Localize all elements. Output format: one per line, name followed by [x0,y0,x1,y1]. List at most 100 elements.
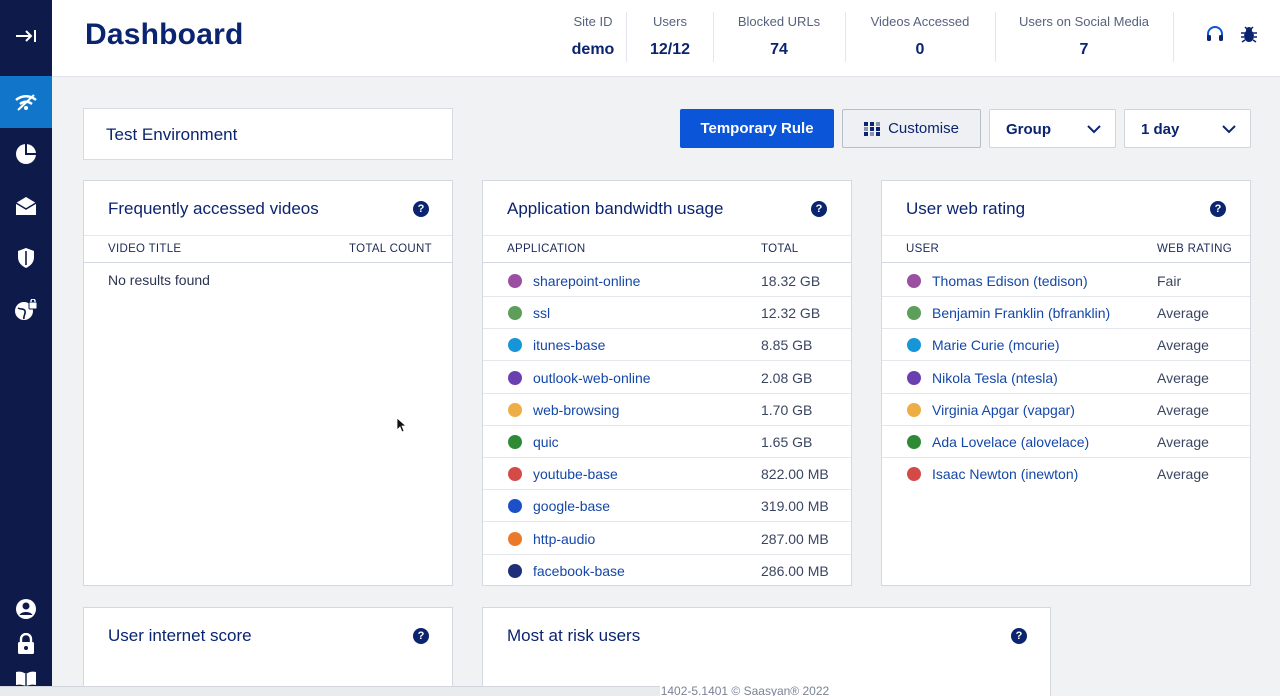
temporary-rule-button[interactable]: Temporary Rule [680,109,834,148]
application-row-name[interactable]: quic [533,434,559,450]
sidebar-collapse-button[interactable] [0,10,52,62]
grid-icon [864,121,881,136]
application-row[interactable]: youtube-base 822.00 MB [483,458,851,491]
application-row-name[interactable]: sharepoint-online [533,273,641,289]
application-row[interactable]: web-browsing 1.70 GB [483,394,851,426]
column-header-application[interactable]: APPLICATION [507,243,586,255]
group-select[interactable]: Group [989,109,1116,148]
stat-label: Users on Social Media [1018,14,1150,29]
group-select-value: Group [1006,121,1051,138]
user-row[interactable]: Marie Curie (mcurie) Average [882,329,1250,362]
help-icon[interactable]: ? [1011,628,1027,644]
user-row-value: Fair [1157,273,1182,289]
column-header-total[interactable]: TOTAL [761,243,799,255]
support-button[interactable] [1204,24,1226,46]
user-row[interactable]: Virginia Apgar (vapgar) Average [882,394,1250,426]
color-dot-icon [907,402,921,417]
customise-button[interactable]: Customise [842,109,981,148]
application-row[interactable]: quic 1.65 GB [483,426,851,458]
column-header-web-rating[interactable]: WEB RATING [1157,243,1232,255]
sidebar-item-logout[interactable] [0,618,52,670]
card-title: Most at risk users [507,626,641,645]
stat-divider [845,12,846,62]
user-row[interactable]: Thomas Edison (tedison) Fair [882,265,1250,297]
help-icon[interactable]: ? [413,201,429,217]
stat-divider [626,12,627,62]
stat-label: Site ID [573,14,613,29]
application-row-value: 2.08 GB [761,369,813,386]
application-row-name[interactable]: outlook-web-online [533,369,651,386]
application-row[interactable]: ssl 12.32 GB [483,297,851,330]
help-icon[interactable]: ? [1210,201,1226,217]
column-header-video-title[interactable]: VIDEO TITLE [108,243,182,255]
application-row[interactable]: outlook-web-online 2.08 GB [483,362,851,394]
environment-name: Test Environment [106,125,238,144]
stat-value: 7 [1079,41,1089,58]
table-header: APPLICATION TOTAL [483,235,851,263]
help-icon[interactable]: ? [811,201,827,217]
color-dot-icon [907,306,921,321]
stat-label: Blocked URLs [737,14,821,29]
color-dot-icon [508,402,522,417]
user-row[interactable]: Isaac Newton (inewton) Average [882,458,1250,490]
user-row-name[interactable]: Benjamin Franklin (bfranklin) [932,305,1111,322]
application-row-name[interactable]: youtube-base [533,466,618,483]
card-title: User web rating [906,199,1026,218]
user-row-name[interactable]: Virginia Apgar (vapgar) [932,401,1075,418]
user-row-name[interactable]: Nikola Tesla (ntesla) [932,369,1058,386]
application-row[interactable]: http-audio 287.00 MB [483,523,851,555]
application-row[interactable]: itunes-base 8.85 GB [483,329,851,362]
user-row-name[interactable]: Thomas Edison (tedison) [932,273,1088,289]
column-header-user[interactable]: USER [906,243,940,255]
copyright-text: ure V5.1402-5.1401 © Saasyan® 2022 [622,684,830,696]
sidebar-item-web-filter[interactable] [0,284,52,336]
application-row[interactable]: google-base 319.00 MB [483,490,851,523]
help-icon[interactable]: ? [413,628,429,644]
application-row-value: 319.00 MB [761,498,829,515]
videos-card: Frequently accessed videos ? VIDEO TITLE… [83,180,453,586]
application-row-value: 286.00 MB [761,562,829,579]
stat-divider [1173,12,1174,62]
period-select[interactable]: 1 day [1124,109,1251,148]
stat-users-social-media: Users on Social Media 7 [1005,14,1163,62]
card-title: Application bandwidth usage [507,199,724,218]
application-row[interactable]: sharepoint-online 18.32 GB [483,265,851,297]
sidebar-item-profile[interactable] [0,583,52,635]
application-row-name[interactable]: itunes-base [533,337,606,354]
collapse-icon [16,30,36,42]
sidebar-item-docs[interactable] [0,660,52,696]
user-row-name[interactable]: Ada Lovelace (alovelace) [932,434,1090,450]
application-row-name[interactable]: web-browsing [533,401,620,418]
application-row[interactable]: facebook-base 286.00 MB [483,555,851,585]
stat-blocked-urls: Blocked URLs 74 [722,14,836,62]
application-row-name[interactable]: facebook-base [533,562,625,579]
application-row-name[interactable]: http-audio [533,530,596,547]
report-bug-button[interactable] [1238,24,1260,46]
stat-value: demo [571,41,615,58]
color-dot-icon [508,274,522,288]
user-row[interactable]: Ada Lovelace (alovelace) Average [882,426,1250,458]
user-icon [16,599,36,619]
application-row-name[interactable]: google-base [533,498,611,515]
stat-divider [713,12,714,62]
color-dot-icon [508,563,522,578]
column-header-total-count[interactable]: TOTAL COUNT [349,243,432,255]
sidebar-item-reports[interactable] [0,128,52,180]
wifi-icon [15,94,37,111]
user-row-name[interactable]: Marie Curie (mcurie) [932,337,1060,354]
page-title: Dashboard [85,18,244,51]
user-row[interactable]: Benjamin Franklin (bfranklin) Average [882,297,1250,330]
user-row[interactable]: Nikola Tesla (ntesla) Average [882,362,1250,394]
color-dot-icon [907,274,921,288]
sidebar-item-network[interactable] [0,76,52,128]
application-row-name[interactable]: ssl [533,305,551,322]
sidebar-item-security[interactable] [0,232,52,284]
sidebar-item-mail[interactable] [0,180,52,232]
color-dot-icon [907,435,921,449]
color-dot-icon [508,338,522,353]
stat-label: Users [653,14,687,29]
header: Dashboard Site ID demo Users 12/12 Block… [52,0,1280,77]
user-row-name[interactable]: Isaac Newton (inewton) [932,466,1079,483]
card-title: User internet score [108,626,252,645]
sidebar [0,0,52,696]
